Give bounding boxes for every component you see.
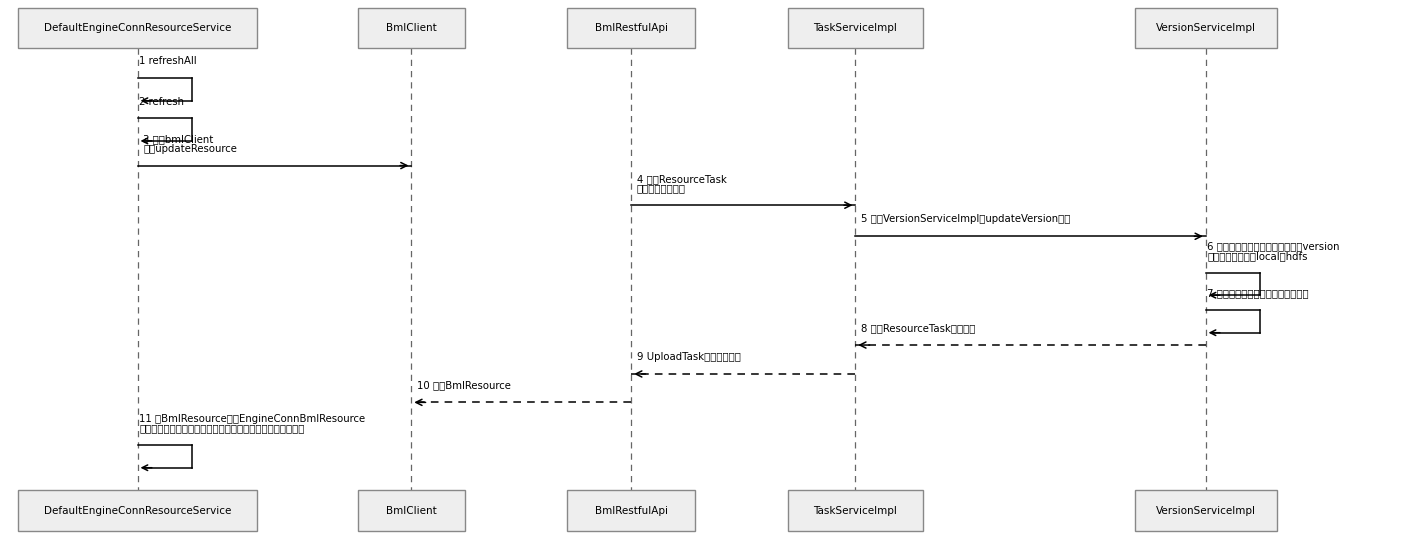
Text: 9 UploadTask状态执行成功: 9 UploadTask状态执行成功 (636, 352, 741, 362)
FancyBboxPatch shape (358, 490, 465, 531)
Text: 执行updateResource: 执行updateResource (143, 144, 237, 154)
Text: 8 记录ResourceTask上传状态: 8 记录ResourceTask上传状态 (860, 323, 976, 333)
FancyBboxPatch shape (1134, 490, 1277, 531)
Text: VersionServiceImpl: VersionServiceImpl (1156, 506, 1256, 516)
Text: BmlClient: BmlClient (387, 506, 437, 516)
Text: 3 构造bmlClient: 3 构造bmlClient (143, 134, 214, 144)
Text: TaskServiceImpl: TaskServiceImpl (813, 506, 898, 516)
Text: BmlClient: BmlClient (387, 23, 437, 33)
FancyBboxPatch shape (788, 490, 923, 531)
Text: 11 由BmlResource构造EngineConnBmlResource: 11 由BmlResource构造EngineConnBmlResource (138, 414, 365, 424)
Text: TaskServiceImpl: TaskServiceImpl (813, 23, 898, 33)
FancyBboxPatch shape (19, 8, 257, 49)
Text: DefaultEngineConnResourceService: DefaultEngineConnResourceService (44, 506, 231, 516)
FancyBboxPatch shape (19, 490, 257, 531)
Text: 并更新原有引擎物料记录的版本号、大小、修改时间等元数据: 并更新原有引擎物料记录的版本号、大小、修改时间等元数据 (138, 424, 304, 433)
FancyBboxPatch shape (568, 8, 695, 49)
Text: 完成物料文件更新: 完成物料文件更新 (636, 183, 686, 194)
FancyBboxPatch shape (1134, 8, 1277, 49)
Text: 5 执行VersionServiceImpl的updateVersion方法: 5 执行VersionServiceImpl的updateVersion方法 (860, 215, 1070, 224)
Text: 1 refreshAll: 1 refreshAll (138, 57, 197, 66)
Text: 6 在原有文件路径基础上往后追加version: 6 在原有文件路径基础上往后追加version (1207, 241, 1340, 251)
FancyBboxPatch shape (568, 490, 695, 531)
Text: 2 refresh: 2 refresh (138, 96, 184, 107)
Text: 7 在物料版本记录表中新增一条记录: 7 在物料版本记录表中新增一条记录 (1207, 288, 1309, 299)
Text: DefaultEngineConnResourceService: DefaultEngineConnResourceService (44, 23, 231, 33)
FancyBboxPatch shape (358, 8, 465, 49)
FancyBboxPatch shape (788, 8, 923, 49)
Text: 4 构造ResourceTask: 4 构造ResourceTask (636, 174, 726, 184)
Text: VersionServiceImpl: VersionServiceImpl (1156, 23, 1256, 33)
Text: BmlRestfulApi: BmlRestfulApi (595, 506, 668, 516)
Text: 10 返回BmlResource: 10 返回BmlResource (417, 381, 511, 391)
Text: BmlRestfulApi: BmlRestfulApi (595, 23, 668, 33)
Text: 把物料文件保存至local或hdfs: 把物料文件保存至local或hdfs (1207, 251, 1307, 261)
